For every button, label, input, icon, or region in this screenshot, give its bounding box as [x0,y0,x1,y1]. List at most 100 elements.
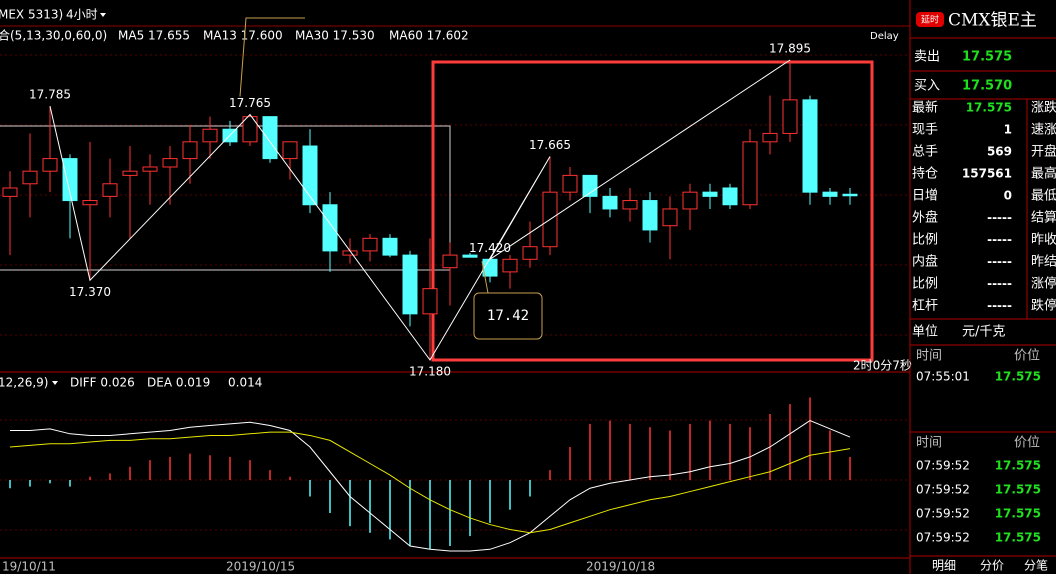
trade-header: 时间 [916,349,942,364]
candle-body [662,208,678,227]
date-label: 2019/10/18 [586,560,655,574]
quote-label: 持仓 [912,167,938,182]
quote-label: 涨停 [1031,276,1056,292]
candle-body [262,116,278,160]
candle-body [822,191,838,197]
candle-body [2,187,18,197]
quote-label: 内盘 [912,254,938,270]
instrument-name: CMX银E主 [948,11,1037,31]
period-select[interactable]: 4小时 [66,8,98,22]
macd-label: DEA 0.019 [147,376,210,390]
quote-label: 昨结 [1031,255,1056,270]
unit-label: 单位 [912,325,938,340]
buy-price: 17.570 [962,79,1012,94]
quote-label: 现手 [912,123,938,138]
price-annotation: 17.665 [529,138,571,152]
dropdown-arrow[interactable] [52,381,58,385]
ma-label: MA13 17.600 [203,29,283,43]
zigzag [49,59,791,361]
callout-box [473,292,543,340]
trade-time: 07:59:52 [916,507,970,521]
macd-dea-line [9,431,851,534]
macd-diff-line [10,420,851,552]
trade-header: 价位 [1014,436,1040,451]
quote-value: ----- [987,255,1012,269]
candle-body [302,145,318,206]
trade-header: 价位 [1014,349,1040,364]
candle-body [802,99,818,193]
candle-body [702,191,718,197]
ma-label: MA30 17.530 [295,29,375,43]
quote-label: 涨跌 [1031,100,1056,116]
candle-body [762,132,778,143]
badge-bg [916,12,944,27]
date-label: 2019/10/15 [226,560,295,574]
quote-value: 17.575 [966,101,1012,115]
trade-header: 时间 [916,436,942,451]
indicator: 合(5,13,30,0,60,0) [0,28,107,43]
candle-body [82,200,98,206]
ma-label: MA60 17.602 [389,29,469,43]
dropdown-arrow[interactable] [100,13,106,17]
quote-label: 速涨 [1031,123,1056,138]
candle-body [642,200,658,231]
quote-label: 跌停 [1031,298,1056,314]
tab[interactable]: 分价 [980,559,1004,573]
macd-params: 12,26,9) [0,376,48,390]
quote-label: 最低 [1031,189,1056,204]
trade-price: 17.575 [995,459,1041,473]
highlight-box [431,60,874,362]
trade-price: 17.575 [995,370,1041,384]
quote-label: 比例 [912,233,938,248]
quote-label: 外盘 [912,210,938,226]
candle-body [42,158,58,172]
quote-label: 总手 [912,145,938,160]
candle-body [282,141,298,160]
candle-body [122,170,138,176]
quote-value: ----- [987,299,1012,313]
quote-value: ----- [987,233,1012,247]
price-annotation: 17.180 [409,365,451,379]
candle-body [142,166,158,172]
candle-body [482,258,498,277]
candle-body [382,237,398,256]
callout-text: 17.42 [487,308,529,324]
symbol: MEX 5313) [0,8,63,22]
ma-label: MA5 17.655 [118,29,190,43]
trade-price: 17.575 [995,531,1041,545]
quote-label: 开盘 [1031,144,1056,160]
tab[interactable]: 分笔 [1024,558,1048,573]
candle-body [562,174,578,193]
candle-body [62,158,78,202]
trade-price: 17.575 [995,483,1041,497]
candle-body [842,193,858,197]
price-annotation: 17.370 [69,285,111,299]
badge: 延时 [921,14,939,26]
candle-body [162,158,178,168]
quote-label: 杠杆 [912,298,938,314]
candle-body [782,99,798,134]
quote-label: 日增 [912,189,938,204]
range-box [0,125,451,271]
candle-body [742,141,758,206]
quote-value: 0 [1004,189,1012,203]
candle-body [402,254,418,315]
sell-label: 卖出 [914,50,940,65]
quote-value: ----- [987,277,1012,291]
candle-body [362,237,378,252]
countdown: 2时0分7秒 [853,359,912,373]
side-panel: 延时 CMX银E主 卖出 17.575 买入 17.570 单位 元/千克 最新… [910,11,1056,573]
candle-body [422,288,438,315]
tab[interactable]: 明细 [932,559,956,573]
trade-time: 07:59:52 [916,483,970,497]
candle-body [242,116,258,143]
candle-body [182,141,198,160]
trade-time: 07:55:01 [916,370,970,384]
candle-body [442,254,458,269]
buy-label: 买入 [914,79,940,94]
unit-value: 元/千克 [962,325,1005,340]
candle-body [622,200,638,210]
trade-time: 07:59:52 [916,531,970,545]
delay: Delay [870,31,899,42]
